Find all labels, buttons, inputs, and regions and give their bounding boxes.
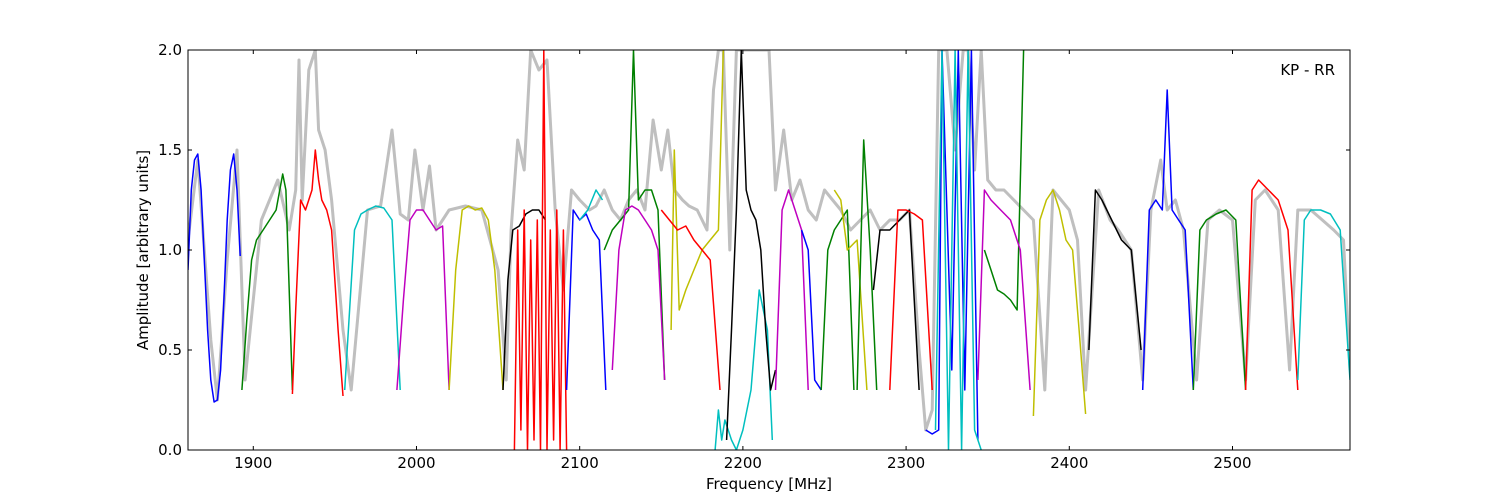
series-line-9 bbox=[565, 209, 607, 391]
series-line-3 bbox=[291, 149, 344, 397]
x-axis-label: Frequency [MHz] bbox=[706, 475, 832, 493]
y-tick-label: 1.5 bbox=[158, 141, 182, 159]
series-line-13 bbox=[670, 50, 725, 331]
series-line-33 bbox=[1297, 209, 1350, 381]
x-tick-label: 2200 bbox=[724, 454, 762, 472]
series-line-12 bbox=[611, 205, 666, 381]
series-line-31 bbox=[1192, 209, 1247, 391]
y-axis-label: Amplitude [arbitrary units] bbox=[134, 150, 152, 350]
series-line-10 bbox=[579, 189, 604, 221]
series-layer bbox=[188, 50, 1350, 450]
series-line-19 bbox=[820, 209, 855, 391]
series-line-8 bbox=[513, 50, 568, 450]
series-line-32 bbox=[1244, 179, 1299, 391]
y-tick-label: 1.0 bbox=[158, 241, 182, 259]
series-line-25 bbox=[934, 50, 982, 450]
x-tick-label: 2100 bbox=[561, 454, 599, 472]
chart-annotation: KP - RR bbox=[1280, 61, 1335, 79]
y-tick-label: 2.0 bbox=[158, 41, 182, 59]
series-line-2 bbox=[241, 173, 294, 391]
series-line-29 bbox=[1088, 189, 1142, 351]
series-line-26 bbox=[983, 50, 1025, 311]
series-line-23 bbox=[889, 209, 933, 391]
x-tick-label: 2300 bbox=[887, 454, 925, 472]
plot-frame bbox=[187, 49, 1351, 451]
series-line-16 bbox=[725, 50, 777, 441]
background-series-line bbox=[188, 50, 1350, 432]
series-line-11 bbox=[603, 50, 666, 381]
series-line-21 bbox=[856, 139, 878, 391]
y-tick-label: 0.0 bbox=[158, 441, 182, 459]
series-line-7 bbox=[502, 209, 547, 391]
series-line-22 bbox=[872, 209, 920, 391]
series-line-14 bbox=[660, 209, 721, 391]
series-line-28 bbox=[1032, 189, 1087, 417]
series-line-1 bbox=[188, 153, 241, 403]
series-line-6 bbox=[448, 205, 504, 391]
x-tick-label: 2500 bbox=[1213, 454, 1251, 472]
x-tick-label: 2000 bbox=[397, 454, 435, 472]
x-tick-label: 1900 bbox=[234, 454, 272, 472]
series-line-5 bbox=[396, 209, 450, 391]
ticks-layer: 1900 2000 2100 2200 2300 2400 2500 0.0 0.5 1.0 1.5… bbox=[158, 41, 1350, 472]
series-line-17 bbox=[774, 189, 809, 391]
series-line-30 bbox=[1141, 89, 1195, 391]
series-line-15 bbox=[714, 289, 774, 450]
x-tick-label: 2400 bbox=[1050, 454, 1088, 472]
series-line-18 bbox=[800, 229, 822, 391]
y-tick-label: 0.5 bbox=[158, 341, 182, 359]
series-line-4 bbox=[343, 205, 401, 391]
series-line-24 bbox=[925, 50, 979, 441]
series-line-27 bbox=[977, 189, 1031, 391]
